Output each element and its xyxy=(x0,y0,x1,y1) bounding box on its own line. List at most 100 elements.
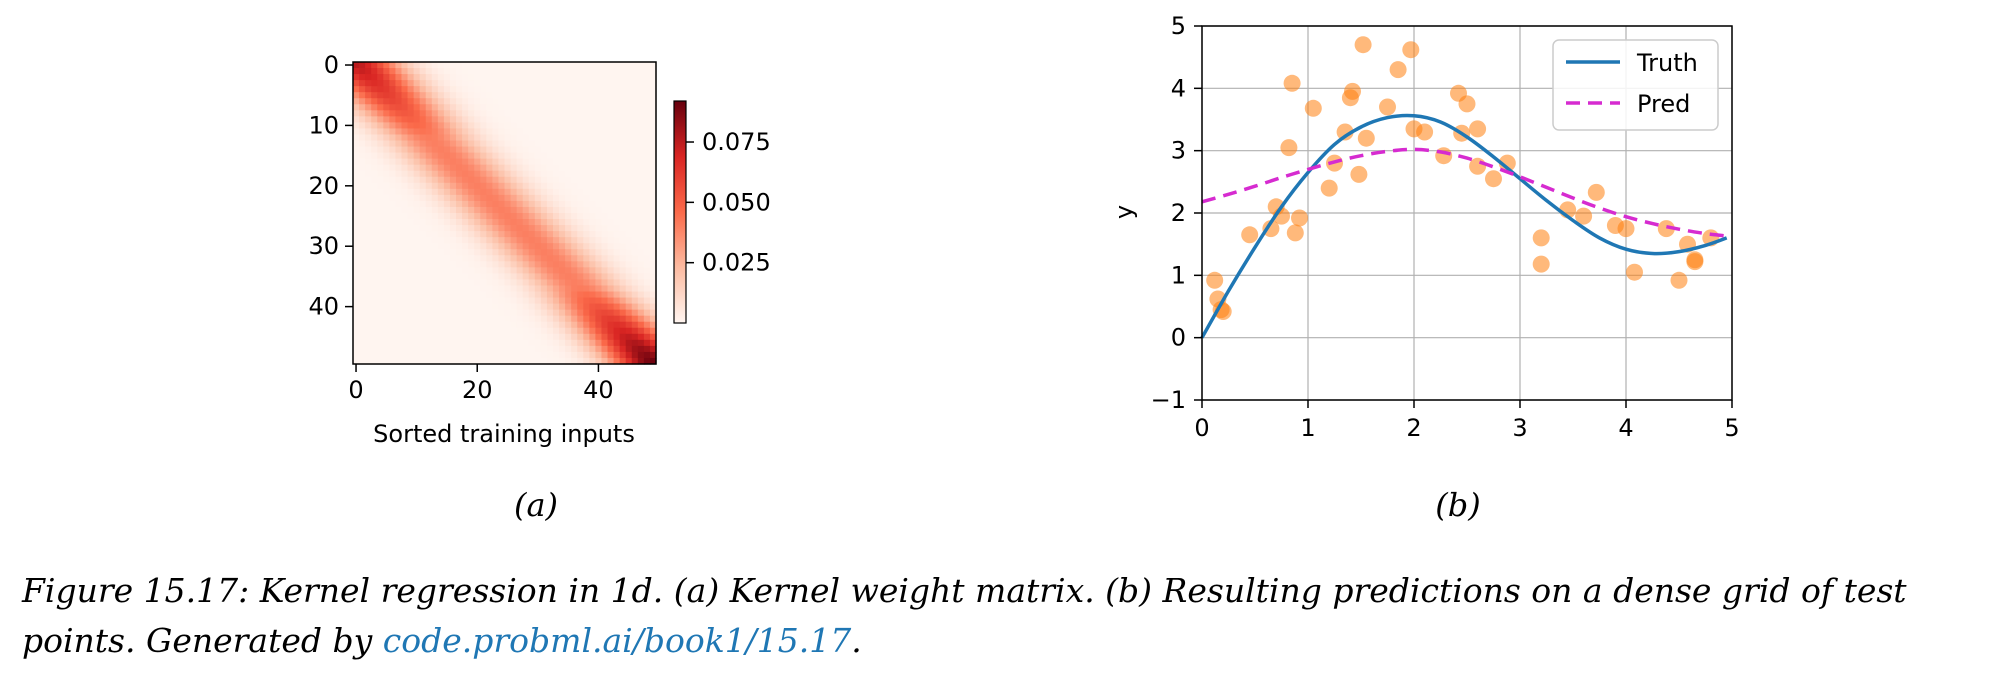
heatmap-cell xyxy=(480,261,487,268)
heatmap-cell xyxy=(359,152,366,160)
heatmap-cell xyxy=(498,68,506,75)
heatmap-cell xyxy=(492,74,500,81)
heatmap-cell xyxy=(559,327,566,335)
heatmap-cell xyxy=(625,273,633,281)
heatmap-cell xyxy=(371,62,378,69)
heatmap-cell xyxy=(510,68,518,75)
heatmap-cell xyxy=(540,225,548,232)
heatmap-cell xyxy=(510,351,518,359)
heatmap-cell xyxy=(643,128,651,136)
heatmap-cell xyxy=(559,158,566,166)
heatmap-cell xyxy=(577,243,584,250)
heatmap-cell xyxy=(486,200,493,208)
heatmap-cell xyxy=(583,273,590,281)
heatmap-cell xyxy=(625,134,633,142)
heatmap-cell xyxy=(565,116,572,123)
heatmap-cell xyxy=(619,309,627,317)
heatmap-cell xyxy=(365,333,372,341)
training-point xyxy=(1670,271,1688,289)
heatmap-cell xyxy=(643,237,651,244)
heatmap-cell xyxy=(643,140,651,148)
heatmap-cell xyxy=(583,158,590,166)
heatmap-cell xyxy=(395,182,403,190)
heatmap-cell xyxy=(522,86,530,93)
heatmap-cell xyxy=(437,351,445,359)
heatmap-cell xyxy=(359,164,366,172)
heatmap-cell xyxy=(492,68,500,75)
heatmap-cell xyxy=(571,164,578,172)
heatmap-cell xyxy=(601,116,609,123)
heatmap-cell xyxy=(528,164,536,172)
heatmap-cell xyxy=(468,255,475,262)
heatmap-cell xyxy=(643,110,651,117)
heatmap-cell xyxy=(456,86,463,93)
heatmap-cell xyxy=(449,261,457,268)
heatmap-cell xyxy=(474,194,481,202)
heatmap-cell xyxy=(510,164,518,172)
heatmap-cell xyxy=(443,339,451,347)
heatmap-cell xyxy=(431,62,439,69)
heatmap-cell xyxy=(449,188,457,196)
heatmap-cell xyxy=(649,219,657,226)
heatmap-cell xyxy=(462,68,469,75)
heatmap-cell xyxy=(389,170,397,178)
heatmap-cell xyxy=(474,92,481,99)
heatmap-cell xyxy=(377,249,384,256)
heatmap-cell xyxy=(649,327,657,335)
heatmap-cell xyxy=(419,267,427,274)
heatmap-cell xyxy=(540,104,548,111)
heatmap-cell xyxy=(377,194,384,202)
heatmap-cell xyxy=(559,110,566,117)
heatmap-cell xyxy=(462,315,469,323)
heatmap-cell xyxy=(510,315,518,323)
heatmap-cell xyxy=(486,255,493,262)
heatmap-cell xyxy=(456,164,463,172)
heatmap-cell xyxy=(559,249,566,256)
heatmap-cell xyxy=(359,122,366,130)
heatmap-cell xyxy=(474,104,481,111)
heatmap-cell xyxy=(534,291,542,299)
heatmap-cell xyxy=(631,134,639,142)
heatmap-cell xyxy=(534,213,542,220)
heatmap-cell xyxy=(589,273,596,281)
heatmap-cell xyxy=(377,213,384,220)
heatmap-cell xyxy=(546,128,554,136)
heatmap-cell xyxy=(625,62,633,69)
heatmap-cell xyxy=(534,279,542,287)
heatmap-cell xyxy=(425,231,433,238)
heatmap-cell xyxy=(383,68,390,75)
heatmap-cell xyxy=(468,122,475,130)
heatmap-cell xyxy=(456,351,463,359)
heatmap-cell xyxy=(443,261,451,268)
heatmap-cell xyxy=(595,170,603,178)
heatmap-cell xyxy=(468,303,475,311)
heatmap-cell xyxy=(619,206,627,214)
heatmap-cell xyxy=(431,297,439,305)
heatmap-cell xyxy=(359,140,366,148)
training-point xyxy=(1283,74,1301,92)
heatmap-cell xyxy=(625,140,633,148)
heatmap-cell xyxy=(625,291,633,299)
heatmap-cell xyxy=(474,309,481,317)
heatmap-cell xyxy=(353,80,360,87)
heatmap-cell xyxy=(613,297,621,305)
heatmap-cell xyxy=(625,243,633,250)
heatmap-cell xyxy=(371,68,378,75)
heatmap-cell xyxy=(456,206,463,214)
heatmap-cell xyxy=(443,68,451,75)
heatmap-cell xyxy=(607,321,615,329)
heatmap-cell xyxy=(552,243,560,250)
heatmap-cell xyxy=(419,309,427,317)
heatmap-cell xyxy=(595,321,603,329)
heatmap-cell xyxy=(431,134,439,142)
heatmap-cell xyxy=(395,339,403,347)
heatmap-cell xyxy=(443,291,451,299)
heatmap-cell xyxy=(437,158,445,166)
heatmap-cell xyxy=(607,98,615,105)
caption-link[interactable]: code.probml.ai/book1/15.17 xyxy=(382,621,852,660)
heatmap-cell xyxy=(443,134,451,142)
heatmap-cell xyxy=(516,231,524,238)
heatmap-cell xyxy=(552,92,560,99)
heatmap-cell xyxy=(534,128,542,136)
heatmap-cell xyxy=(413,188,421,196)
